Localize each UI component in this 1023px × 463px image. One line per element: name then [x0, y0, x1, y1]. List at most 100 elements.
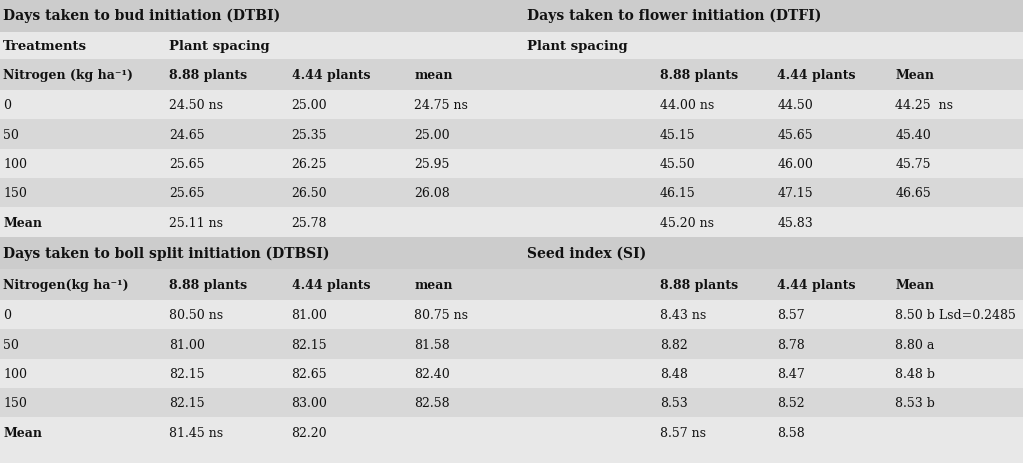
- Text: Plant spacing: Plant spacing: [169, 40, 269, 53]
- Text: Mean: Mean: [895, 69, 934, 82]
- Text: 8.53: 8.53: [660, 396, 687, 409]
- Text: 45.40: 45.40: [895, 128, 931, 141]
- Text: Mean: Mean: [3, 216, 42, 229]
- Text: 8.53 b: 8.53 b: [895, 396, 935, 409]
- Text: Mean: Mean: [3, 425, 42, 438]
- Text: 26.25: 26.25: [292, 157, 327, 170]
- Bar: [0, 418, 1023, 447]
- Text: 8.88 plants: 8.88 plants: [169, 69, 247, 82]
- Text: 4.44 plants: 4.44 plants: [292, 279, 370, 292]
- Bar: [0, 91, 1023, 120]
- Bar: [0, 208, 1023, 237]
- Bar: [0, 237, 1023, 269]
- Bar: [0, 359, 1023, 388]
- Text: 82.15: 82.15: [292, 338, 327, 351]
- Text: 82.58: 82.58: [414, 396, 450, 409]
- Text: 80.50 ns: 80.50 ns: [169, 309, 223, 322]
- Text: 50: 50: [3, 338, 19, 351]
- Text: Plant spacing: Plant spacing: [527, 40, 627, 53]
- Text: 44.50: 44.50: [777, 99, 813, 112]
- Bar: [0, 269, 1023, 300]
- Text: 8.48 b: 8.48 b: [895, 367, 935, 380]
- Text: 25.65: 25.65: [169, 187, 205, 200]
- Text: Seed index (SI): Seed index (SI): [527, 246, 647, 260]
- Text: 46.00: 46.00: [777, 157, 813, 170]
- Text: Nitrogen(kg ha⁻¹): Nitrogen(kg ha⁻¹): [3, 279, 129, 292]
- Text: 25.00: 25.00: [292, 99, 327, 112]
- Text: 4.44 plants: 4.44 plants: [292, 69, 370, 82]
- Text: 4.44 plants: 4.44 plants: [777, 69, 856, 82]
- Text: 24.65: 24.65: [169, 128, 205, 141]
- Text: Mean: Mean: [895, 279, 934, 292]
- Bar: [0, 179, 1023, 208]
- Text: 82.65: 82.65: [292, 367, 327, 380]
- Text: 46.65: 46.65: [895, 187, 931, 200]
- Text: 4.44 plants: 4.44 plants: [777, 279, 856, 292]
- Text: 45.15: 45.15: [660, 128, 696, 141]
- Bar: [0, 150, 1023, 179]
- Text: 45.65: 45.65: [777, 128, 813, 141]
- Text: 81.45 ns: 81.45 ns: [169, 425, 223, 438]
- Bar: [0, 60, 1023, 91]
- Text: 25.78: 25.78: [292, 216, 327, 229]
- Text: 81.00: 81.00: [169, 338, 205, 351]
- Text: 8.88 plants: 8.88 plants: [660, 69, 738, 82]
- Text: 82.15: 82.15: [169, 367, 205, 380]
- Text: 82.20: 82.20: [292, 425, 327, 438]
- Bar: [0, 300, 1023, 330]
- Text: 8.43 ns: 8.43 ns: [660, 309, 706, 322]
- Text: 82.40: 82.40: [414, 367, 450, 380]
- Text: 45.83: 45.83: [777, 216, 813, 229]
- Text: Days taken to bud initiation (DTBI): Days taken to bud initiation (DTBI): [3, 9, 280, 24]
- Text: 8.88 plants: 8.88 plants: [169, 279, 247, 292]
- Text: 81.58: 81.58: [414, 338, 450, 351]
- Text: 26.08: 26.08: [414, 187, 450, 200]
- Text: 26.50: 26.50: [292, 187, 327, 200]
- Text: 50: 50: [3, 128, 19, 141]
- Text: Treatments: Treatments: [3, 40, 87, 53]
- Text: 45.75: 45.75: [895, 157, 931, 170]
- Text: 8.47: 8.47: [777, 367, 805, 380]
- Text: 150: 150: [3, 187, 27, 200]
- Text: 8.78: 8.78: [777, 338, 805, 351]
- Text: 8.48: 8.48: [660, 367, 687, 380]
- Text: 100: 100: [3, 367, 27, 380]
- Text: 44.25  ns: 44.25 ns: [895, 99, 953, 112]
- Text: Nitrogen (kg ha⁻¹): Nitrogen (kg ha⁻¹): [3, 69, 133, 82]
- Text: 47.15: 47.15: [777, 187, 813, 200]
- Text: 81.00: 81.00: [292, 309, 327, 322]
- Text: 46.15: 46.15: [660, 187, 696, 200]
- Text: 8.88 plants: 8.88 plants: [660, 279, 738, 292]
- Text: 24.50 ns: 24.50 ns: [169, 99, 223, 112]
- Text: mean: mean: [414, 279, 453, 292]
- Text: 82.15: 82.15: [169, 396, 205, 409]
- Text: Days taken to flower initiation (DTFI): Days taken to flower initiation (DTFI): [527, 9, 821, 24]
- Text: 25.95: 25.95: [414, 157, 450, 170]
- Bar: [0, 120, 1023, 150]
- Text: 8.52: 8.52: [777, 396, 805, 409]
- Text: 8.80 a: 8.80 a: [895, 338, 934, 351]
- Text: 83.00: 83.00: [292, 396, 327, 409]
- Bar: [0, 388, 1023, 418]
- Text: 150: 150: [3, 396, 27, 409]
- Text: 45.20 ns: 45.20 ns: [660, 216, 714, 229]
- Text: 8.57: 8.57: [777, 309, 805, 322]
- Text: 100: 100: [3, 157, 27, 170]
- Bar: [0, 32, 1023, 60]
- Text: 25.00: 25.00: [414, 128, 450, 141]
- Text: 8.50 b Lsd=0.2485: 8.50 b Lsd=0.2485: [895, 309, 1016, 322]
- Text: Days taken to boll split initiation (DTBSI): Days taken to boll split initiation (DTB…: [3, 246, 329, 261]
- Text: 0: 0: [3, 99, 11, 112]
- Text: 0: 0: [3, 309, 11, 322]
- Text: 8.57 ns: 8.57 ns: [660, 425, 706, 438]
- Text: mean: mean: [414, 69, 453, 82]
- Text: 25.65: 25.65: [169, 157, 205, 170]
- Text: 80.75 ns: 80.75 ns: [414, 309, 469, 322]
- Text: 45.50: 45.50: [660, 157, 696, 170]
- Bar: [0, 330, 1023, 359]
- Text: 8.58: 8.58: [777, 425, 805, 438]
- Bar: [0, 447, 1023, 463]
- Text: 44.00 ns: 44.00 ns: [660, 99, 714, 112]
- Text: 8.82: 8.82: [660, 338, 687, 351]
- Text: 25.35: 25.35: [292, 128, 327, 141]
